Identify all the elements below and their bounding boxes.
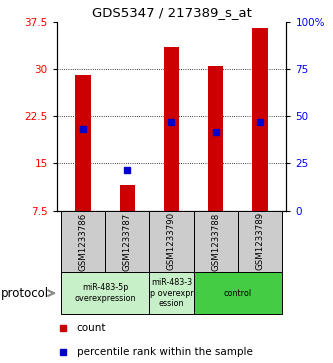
Bar xyxy=(252,28,268,211)
Bar xyxy=(150,211,193,272)
Bar xyxy=(164,47,179,211)
Bar xyxy=(61,272,150,314)
Text: GSM1233786: GSM1233786 xyxy=(79,212,88,270)
Text: count: count xyxy=(77,323,106,333)
Bar xyxy=(150,272,193,314)
Bar xyxy=(61,211,105,272)
Bar xyxy=(75,75,91,211)
Text: GSM1233790: GSM1233790 xyxy=(167,212,176,270)
Bar xyxy=(105,211,150,272)
Bar xyxy=(193,272,282,314)
Bar xyxy=(208,66,223,211)
Bar xyxy=(193,211,238,272)
Text: GSM1233789: GSM1233789 xyxy=(255,212,264,270)
Text: miR-483-3
p overexpr
ession: miR-483-3 p overexpr ession xyxy=(150,278,193,308)
Text: GSM1233788: GSM1233788 xyxy=(211,212,220,270)
Bar xyxy=(120,185,135,211)
Text: protocol: protocol xyxy=(1,287,49,299)
Text: percentile rank within the sample: percentile rank within the sample xyxy=(77,347,252,357)
Title: GDS5347 / 217389_s_at: GDS5347 / 217389_s_at xyxy=(92,6,251,19)
Text: control: control xyxy=(224,289,252,298)
Text: GSM1233787: GSM1233787 xyxy=(123,212,132,270)
Bar xyxy=(238,211,282,272)
Text: miR-483-5p
overexpression: miR-483-5p overexpression xyxy=(75,284,136,303)
